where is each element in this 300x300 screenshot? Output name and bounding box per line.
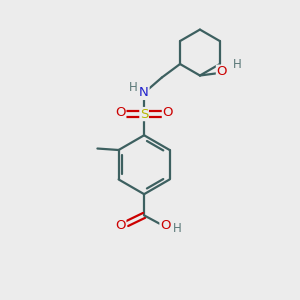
Text: O: O bbox=[115, 219, 126, 232]
Text: O: O bbox=[162, 106, 173, 119]
Text: H: H bbox=[233, 58, 242, 71]
Text: N: N bbox=[139, 86, 149, 99]
Text: O: O bbox=[217, 65, 227, 78]
Text: O: O bbox=[115, 106, 126, 119]
Text: S: S bbox=[140, 108, 148, 121]
Text: H: H bbox=[128, 81, 137, 94]
Text: O: O bbox=[160, 219, 171, 232]
Text: H: H bbox=[173, 221, 182, 235]
